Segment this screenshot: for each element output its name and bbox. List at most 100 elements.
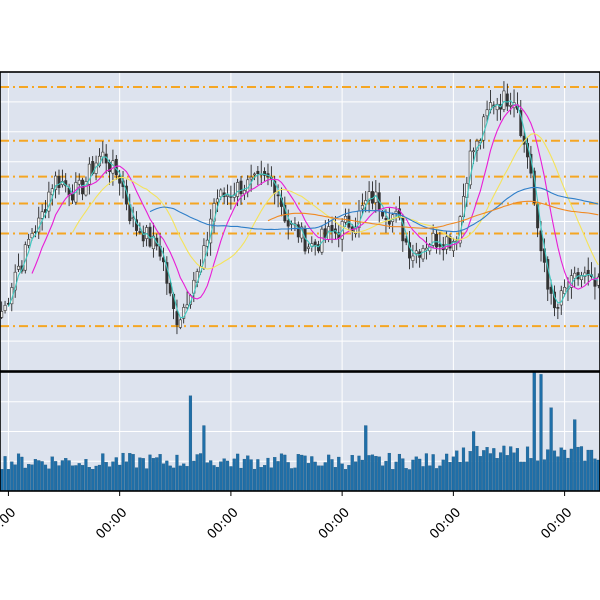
volume-bar-104 — [350, 455, 354, 491]
volume-bar-160 — [539, 374, 543, 491]
volume-bar-75 — [252, 468, 257, 491]
candle-body-65 — [219, 189, 223, 198]
volume-bar-39 — [131, 454, 135, 491]
candle-body-90 — [303, 228, 307, 252]
candle-body-50 — [168, 282, 172, 294]
volume-bar-55 — [185, 466, 189, 491]
volume-bar-90 — [303, 455, 307, 491]
volume-bar-58 — [195, 454, 199, 491]
volume-bar-93 — [313, 461, 317, 491]
volume-bar-134 — [451, 456, 455, 491]
x-tick-label-5: 00:00 — [538, 505, 575, 542]
volume-bar-40 — [134, 467, 139, 491]
volume-bar-110 — [370, 454, 375, 491]
volume-bar-111 — [374, 455, 378, 491]
volume-bar-65 — [219, 461, 223, 491]
volume-bar-83 — [279, 453, 284, 491]
volume-bar-142 — [478, 456, 482, 491]
candle-body-16 — [54, 175, 58, 190]
candle-body-64 — [215, 198, 219, 203]
volume-bar-70 — [236, 453, 240, 491]
volume-bar-100 — [337, 456, 341, 491]
candle-body-140 — [472, 150, 476, 153]
candle-body-128 — [431, 233, 435, 246]
volume-bar-97 — [327, 454, 331, 491]
candle-body-8 — [27, 238, 31, 246]
x-tick-label-0: 00:00 — [0, 505, 19, 542]
volume-bar-76 — [256, 459, 260, 491]
volume-bar-94 — [316, 465, 321, 491]
volume-bar-57 — [192, 460, 196, 491]
candle-body-174 — [586, 269, 590, 276]
volume-bar-2 — [6, 469, 10, 491]
volume-bar-176 — [593, 458, 597, 491]
candle-body-71 — [239, 180, 243, 195]
candle-body-52 — [175, 311, 179, 326]
volume-bar-116 — [391, 469, 395, 491]
candle-body-96 — [323, 228, 327, 238]
volume-bar-173 — [583, 460, 587, 491]
volume-bar-51 — [172, 467, 176, 491]
volume-bar-66 — [222, 458, 226, 491]
candlesticks — [0, 81, 600, 335]
volume-bar-156 — [525, 446, 530, 491]
volume-bar-88 — [296, 454, 300, 491]
volume-bar-47 — [158, 454, 162, 491]
candle-body-166 — [559, 290, 563, 306]
x-axis-ticks: 00:00 00:00 00:00 00:00 00:00 00:00 — [0, 491, 575, 542]
candle-body-149 — [502, 90, 506, 110]
volume-bar-99 — [333, 467, 337, 491]
volume-bar-11 — [37, 460, 41, 491]
candle-body-54 — [182, 307, 186, 319]
volume-bar-72 — [242, 458, 246, 491]
x-tick-label-1: 00:00 — [93, 505, 130, 542]
volume-bar-6 — [20, 456, 24, 491]
volume-bar-28 — [94, 465, 98, 491]
volume-bar-135 — [455, 450, 459, 491]
volume-bar-119 — [401, 458, 405, 491]
candle-body-78 — [263, 171, 267, 176]
volume-bar-34 — [114, 457, 118, 491]
x-tick-label-3: 00:00 — [316, 505, 353, 542]
volume-bar-1 — [3, 456, 7, 491]
volume-bar-143 — [482, 450, 486, 491]
volume-bar-108 — [364, 425, 368, 491]
candle-body-167 — [563, 286, 567, 294]
volume-bar-150 — [505, 455, 509, 491]
volume-bar-151 — [509, 446, 513, 491]
volume-bar-84 — [283, 454, 287, 491]
candle-body-114 — [384, 218, 388, 220]
ma-fast-line — [7, 100, 599, 319]
candle-body-151 — [509, 105, 513, 107]
support-resistance-levels — [0, 85, 600, 328]
volume-bar-89 — [300, 454, 304, 491]
volume-bar-20 — [67, 460, 71, 491]
candle-body-165 — [556, 307, 560, 309]
volume-bar-5 — [16, 453, 21, 491]
volume-bar-98 — [330, 459, 334, 491]
volume-bar-9 — [30, 464, 34, 491]
volume-bar-43 — [145, 468, 149, 491]
volume-bar-18 — [60, 460, 64, 491]
volume-bar-16 — [54, 461, 58, 491]
volume-bar-8 — [27, 464, 31, 491]
candle-body-42 — [141, 232, 145, 242]
volume-bar-95 — [320, 465, 324, 491]
volume-bar-113 — [381, 465, 385, 491]
volume-bar-121 — [407, 469, 412, 491]
volume-bar-152 — [512, 452, 516, 491]
volume-bar-164 — [552, 450, 557, 491]
volume-bar-60 — [202, 425, 206, 491]
volume-bar-81 — [273, 457, 277, 491]
candle-body-85 — [286, 220, 290, 227]
candle-body-4 — [13, 271, 17, 291]
candle-body-21 — [70, 193, 74, 201]
volume-bar-118 — [397, 453, 402, 491]
price-panel-frame — [0, 71, 600, 372]
volume-bar-85 — [286, 462, 290, 491]
candle-body-30 — [101, 151, 105, 158]
candle-body-132 — [445, 236, 449, 250]
volume-bars — [0, 372, 600, 491]
volume-bar-49 — [165, 460, 169, 491]
candle-body-125 — [421, 248, 425, 260]
